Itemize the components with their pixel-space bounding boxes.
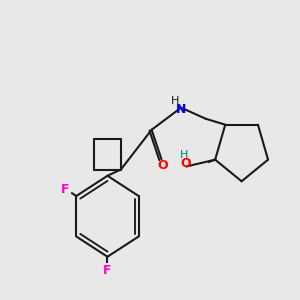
Text: O: O	[158, 159, 168, 172]
Text: N: N	[176, 103, 186, 116]
Text: H: H	[180, 150, 188, 161]
Text: F: F	[103, 264, 112, 277]
Text: O: O	[181, 157, 191, 170]
Text: F: F	[61, 182, 70, 196]
Text: H: H	[171, 96, 179, 106]
